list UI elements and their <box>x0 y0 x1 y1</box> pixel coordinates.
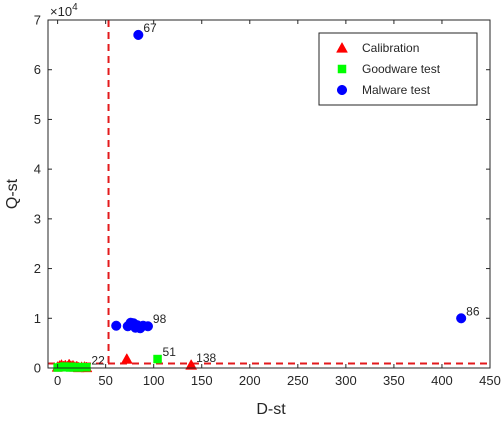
x-tick-label: 200 <box>239 373 261 388</box>
x-tick-label: 50 <box>98 373 112 388</box>
y-tick-label: 1 <box>34 311 41 326</box>
legend: Calibration Goodware test Malware test <box>318 32 478 106</box>
y-tick-label: 7 <box>34 13 41 28</box>
x-tick-label: 400 <box>431 373 453 388</box>
point-annotation: 51 <box>163 345 177 359</box>
legend-label: Goodware test <box>362 62 441 76</box>
y-tick-label: 3 <box>34 211 41 226</box>
y-exponent-label: ×104 <box>50 2 78 19</box>
legend-label: Malware test <box>362 83 431 97</box>
point-annotation: 67 <box>143 21 157 35</box>
x-tick-label: 300 <box>335 373 357 388</box>
y-tick-label: 6 <box>34 62 41 77</box>
axes-box <box>47 19 491 369</box>
y-tick-label: 5 <box>34 112 41 127</box>
y-tick-label: 0 <box>34 361 41 376</box>
y-axis-label: Q-st <box>4 178 21 209</box>
y-tick-label: 4 <box>34 162 41 177</box>
point-annotation: 22 <box>91 354 105 368</box>
legend-marker <box>336 84 348 96</box>
data-point <box>133 29 144 40</box>
legend-marker <box>337 64 347 74</box>
data-point <box>142 321 153 332</box>
data-point <box>111 320 122 331</box>
x-tick-label: 250 <box>287 373 309 388</box>
data-point <box>185 359 198 370</box>
point-annotation: 86 <box>466 304 480 318</box>
series-malware-test <box>111 29 467 334</box>
y-exponent-power: 4 <box>72 2 78 13</box>
x-tick-label: 350 <box>383 373 405 388</box>
y-tick-label: 2 <box>34 261 41 276</box>
legend-label: Calibration <box>362 41 419 55</box>
x-tick-label: 0 <box>54 373 61 388</box>
x-tick-label: 450 <box>479 373 501 388</box>
point-annotation: 138 <box>196 351 216 365</box>
data-point <box>82 363 91 372</box>
data-point <box>456 313 467 324</box>
data-point <box>153 354 162 364</box>
y-exponent-base: ×10 <box>50 4 72 19</box>
x-tick-label: 150 <box>191 373 213 388</box>
point-annotation: 98 <box>153 312 167 326</box>
x-axis-label: D-st <box>256 401 286 418</box>
x-tick-label: 100 <box>143 373 165 388</box>
legend-marker <box>336 41 348 53</box>
data-point <box>120 353 133 364</box>
